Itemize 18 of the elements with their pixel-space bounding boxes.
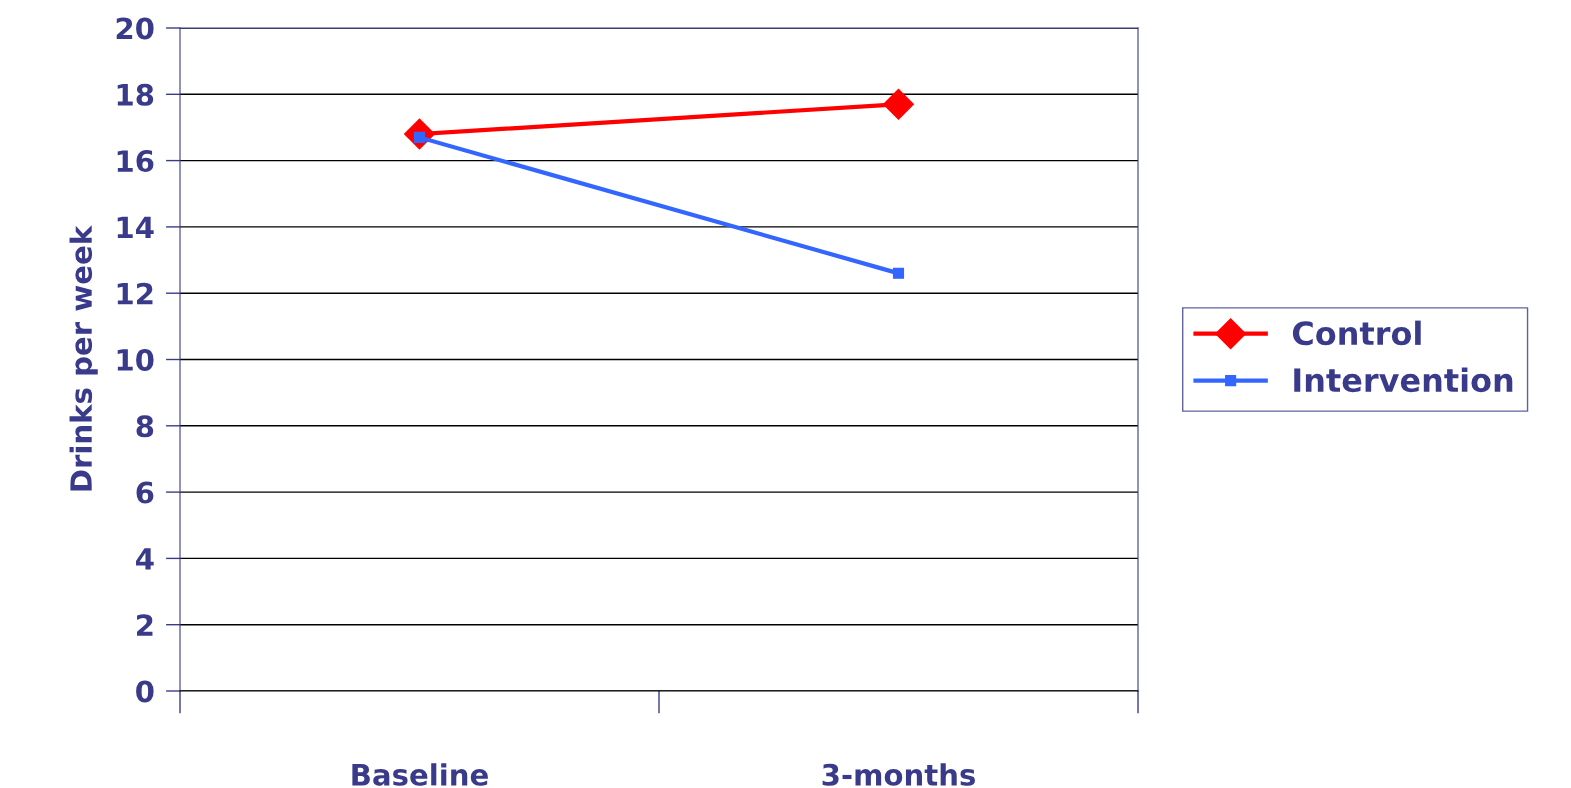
y-tick-label: 10 (117, 348, 154, 371)
y-tick-label: 4 (136, 548, 154, 570)
point (883, 88, 914, 120)
y-tick-label: 14 (117, 216, 154, 238)
y-tick-label: 0 (136, 680, 154, 703)
y-tick-label: 16 (117, 150, 154, 173)
y-tick-label: 12 (117, 282, 153, 305)
x-tick-label: Baseline (352, 763, 488, 786)
point (892, 267, 905, 279)
y-axis-title: Drinks per week (69, 225, 98, 491)
y-tick-label: 6 (136, 481, 154, 504)
legend-label: Intervention (1294, 367, 1513, 393)
x-tick-label: 3-months (822, 763, 975, 786)
y-tick-label: 8 (136, 415, 154, 438)
legend-label: Control (1292, 320, 1421, 346)
y-tick-label: 2 (137, 614, 153, 636)
y-tick-label: 20 (116, 17, 154, 40)
y-tick-label: 18 (117, 83, 154, 106)
